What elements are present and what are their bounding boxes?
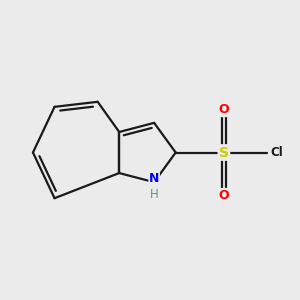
Text: H: H: [150, 188, 158, 201]
Text: O: O: [219, 189, 229, 202]
Text: Cl: Cl: [271, 146, 283, 159]
Text: S: S: [219, 146, 229, 160]
Text: O: O: [219, 103, 229, 116]
Text: N: N: [149, 172, 159, 185]
